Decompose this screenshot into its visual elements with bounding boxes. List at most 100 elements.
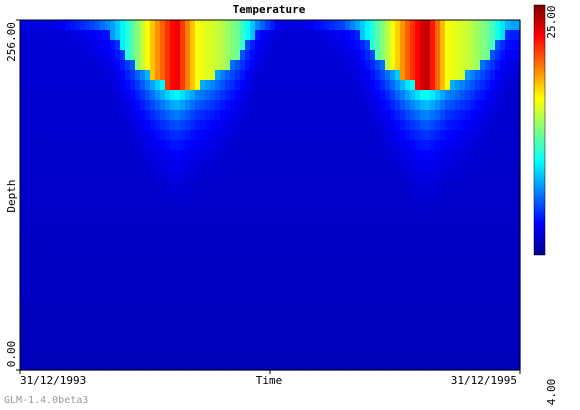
heatmap-cell: [475, 230, 481, 241]
heatmap-cell: [30, 230, 36, 241]
heatmap-cell: [210, 190, 216, 201]
heatmap-cell: [355, 180, 361, 191]
heatmap-cell: [60, 210, 66, 221]
heatmap-cell: [170, 330, 176, 341]
heatmap-cell: [310, 270, 316, 281]
heatmap-cell: [415, 330, 421, 341]
heatmap-cell: [275, 220, 281, 231]
heatmap-cell: [440, 20, 446, 31]
heatmap-cell: [440, 50, 446, 61]
heatmap-cell: [300, 240, 306, 251]
heatmap-cell: [185, 50, 191, 61]
heatmap-cell: [485, 200, 491, 211]
heatmap-cell: [80, 40, 86, 51]
heatmap-cell: [465, 290, 471, 301]
heatmap-cell: [75, 150, 81, 161]
heatmap-cell: [480, 260, 486, 271]
heatmap-cell: [105, 300, 111, 311]
heatmap-cell: [345, 20, 351, 31]
heatmap-cell: [75, 60, 81, 71]
heatmap-cell: [220, 250, 226, 261]
heatmap-cell: [330, 140, 336, 151]
heatmap-cell: [310, 20, 316, 31]
heatmap-cell: [135, 340, 141, 351]
heatmap-cell: [300, 360, 306, 371]
heatmap-cell: [135, 80, 141, 91]
heatmap-cell: [125, 200, 131, 211]
heatmap-cell: [30, 270, 36, 281]
heatmap-cell: [240, 320, 246, 331]
heatmap-cell: [55, 320, 61, 331]
heatmap-cell: [385, 150, 391, 161]
heatmap-cell: [315, 170, 321, 181]
heatmap-cell: [500, 170, 506, 181]
heatmap-cell: [175, 190, 181, 201]
heatmap-cell: [20, 140, 26, 151]
heatmap-cell: [215, 310, 221, 321]
heatmap-cell: [230, 350, 236, 361]
heatmap-cell: [25, 180, 31, 191]
heatmap-cell: [25, 60, 31, 71]
heatmap-cell: [155, 210, 161, 221]
heatmap-cell: [280, 110, 286, 121]
heatmap-cell: [420, 140, 426, 151]
heatmap-cell: [75, 250, 81, 261]
heatmap-cell: [340, 150, 346, 161]
heatmap-cell: [205, 190, 211, 201]
heatmap-cell: [235, 290, 241, 301]
heatmap-cell: [455, 280, 461, 291]
heatmap-cell: [110, 210, 116, 221]
heatmap-cell: [315, 340, 321, 351]
heatmap-cell: [105, 280, 111, 291]
heatmap-cell: [515, 110, 521, 121]
heatmap-cell: [130, 60, 136, 71]
heatmap-cell: [460, 350, 466, 361]
heatmap-cell: [100, 140, 106, 151]
heatmap-cell: [420, 200, 426, 211]
heatmap-cell: [310, 30, 316, 41]
heatmap-cell: [325, 70, 331, 81]
heatmap-cell: [450, 190, 456, 201]
heatmap-cell: [30, 150, 36, 161]
heatmap-cell: [380, 190, 386, 201]
heatmap-cell: [340, 50, 346, 61]
heatmap-cell: [150, 160, 156, 171]
heatmap-cell: [480, 120, 486, 131]
heatmap-cell: [90, 220, 96, 231]
heatmap-cell: [460, 60, 466, 71]
heatmap-cell: [465, 90, 471, 101]
heatmap-cell: [140, 350, 146, 361]
heatmap-cell: [335, 340, 341, 351]
heatmap-cell: [335, 310, 341, 321]
heatmap-cell: [330, 20, 336, 31]
heatmap-cell: [165, 320, 171, 331]
heatmap-cell: [340, 80, 346, 91]
heatmap-cell: [215, 210, 221, 221]
heatmap-cell: [110, 110, 116, 121]
heatmap-cell: [335, 280, 341, 291]
heatmap-cell: [240, 60, 246, 71]
heatmap-cell: [240, 200, 246, 211]
heatmap-cell: [30, 190, 36, 201]
heatmap-cell: [425, 170, 431, 181]
heatmap-cell: [435, 310, 441, 321]
heatmap-cell: [440, 240, 446, 251]
heatmap-cell: [280, 270, 286, 281]
heatmap-cell: [350, 350, 356, 361]
heatmap-cell: [165, 190, 171, 201]
heatmap-cell: [470, 50, 476, 61]
heatmap-cell: [330, 70, 336, 81]
heatmap-cell: [360, 330, 366, 341]
heatmap-cell: [475, 200, 481, 211]
heatmap-cell: [145, 210, 151, 221]
heatmap-cell: [200, 280, 206, 291]
heatmap-cell: [425, 100, 431, 111]
heatmap-cell: [315, 150, 321, 161]
heatmap-cell: [320, 90, 326, 101]
heatmap-cell: [95, 20, 101, 31]
heatmap-cell: [310, 280, 316, 291]
heatmap-cell: [35, 280, 41, 291]
heatmap-cell: [275, 230, 281, 241]
heatmap-cell: [335, 240, 341, 251]
heatmap-cell: [50, 220, 56, 231]
